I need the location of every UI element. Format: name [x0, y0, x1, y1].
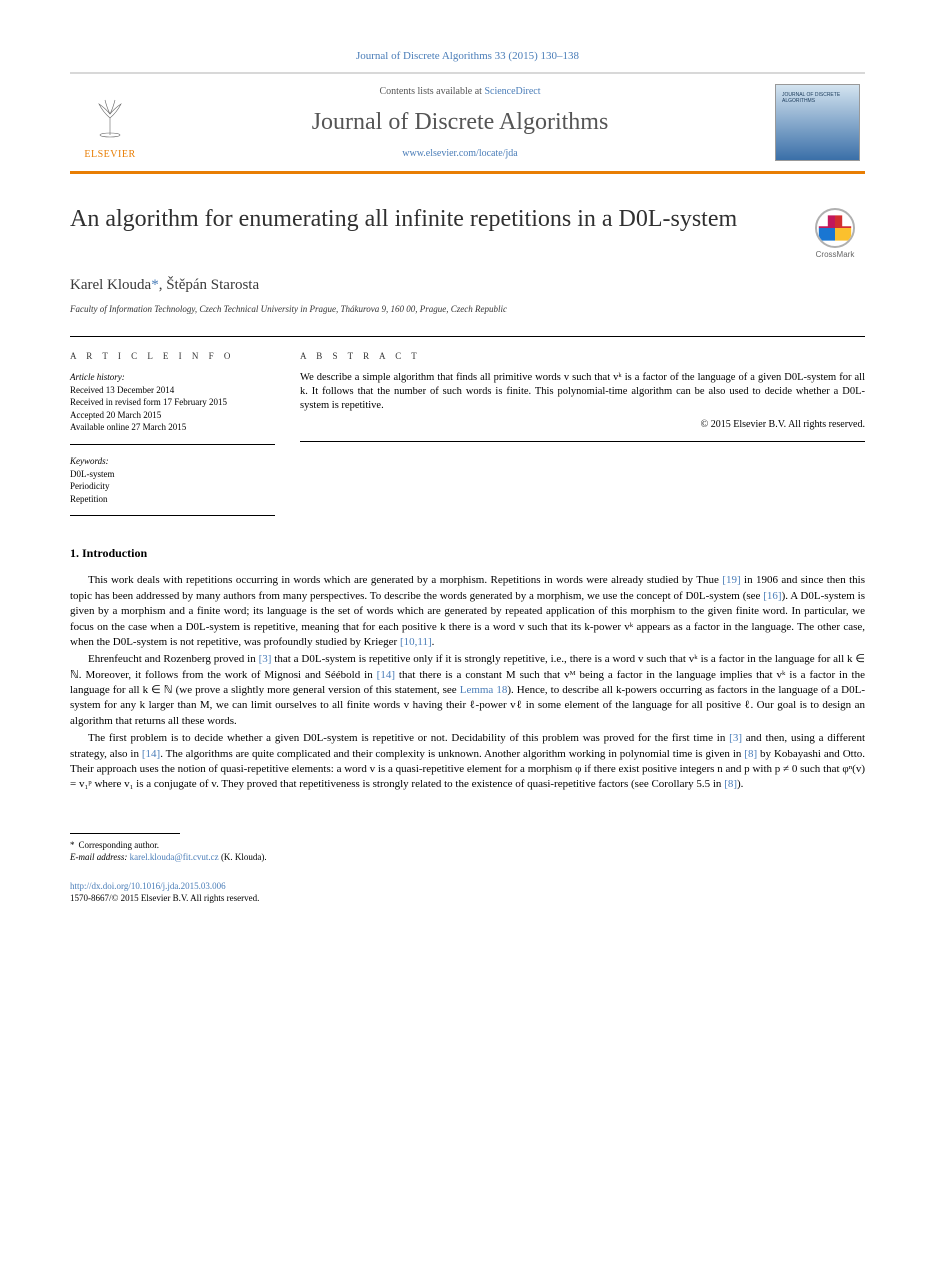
- intro-para-1: This work deals with repetitions occurri…: [70, 573, 865, 650]
- intro-para-2: Ehrenfeucht and Rozenberg proved in [3] …: [70, 652, 865, 729]
- doi-link[interactable]: http://dx.doi.org/10.1016/j.jda.2015.03.…: [70, 881, 226, 891]
- journal-title: Journal of Discrete Algorithms: [160, 109, 760, 136]
- ref-3b[interactable]: [3]: [729, 732, 742, 744]
- affiliation: Faculty of Information Technology, Czech…: [70, 304, 865, 314]
- ref-16[interactable]: [16]: [763, 590, 781, 602]
- issn-copyright: 1570-8667/© 2015 Elsevier B.V. All right…: [70, 893, 259, 903]
- authors: Karel Klouda*, Štěpán Starosta: [70, 277, 865, 294]
- abstract-column: A B S T R A C T We describe a simple alg…: [300, 351, 865, 516]
- lemma-18-link[interactable]: Lemma 18: [460, 684, 508, 696]
- crossmark-label: CrossMark: [805, 250, 865, 259]
- cover-label: JOURNAL OF DISCRETE ALGORITHMS: [782, 93, 859, 104]
- article-history: Article history: Received 13 December 20…: [70, 371, 275, 445]
- ref-8b[interactable]: [8]: [724, 778, 737, 790]
- ref-14b[interactable]: [14]: [142, 748, 160, 760]
- publisher-name: ELSEVIER: [84, 149, 135, 160]
- corresponding-mark: *: [151, 277, 159, 293]
- section-1-heading: 1. Introduction: [70, 546, 865, 561]
- article-info-column: A R T I C L E I N F O Article history: R…: [70, 351, 300, 516]
- ref-19[interactable]: [19]: [722, 574, 740, 586]
- intro-para-3: The first problem is to decide whether a…: [70, 731, 865, 793]
- ref-3a[interactable]: [3]: [259, 653, 272, 665]
- footnote-separator: [70, 833, 180, 834]
- crossmark-badge[interactable]: CrossMark: [805, 208, 865, 259]
- article-info-heading: A R T I C L E I N F O: [70, 351, 275, 361]
- ref-14a[interactable]: [14]: [377, 669, 395, 681]
- ref-10-11[interactable]: [10,11]: [400, 636, 432, 648]
- sciencedirect-link[interactable]: ScienceDirect: [484, 86, 540, 97]
- author-email[interactable]: karel.klouda@fit.cvut.cz: [130, 852, 219, 862]
- abstract-text: We describe a simple algorithm that find…: [300, 371, 865, 442]
- ref-8a[interactable]: [8]: [744, 748, 757, 760]
- abstract-copyright: © 2015 Elsevier B.V. All rights reserved…: [300, 418, 865, 432]
- abstract-heading: A B S T R A C T: [300, 351, 865, 361]
- journal-cover-thumb[interactable]: JOURNAL OF DISCRETE ALGORITHMS: [775, 84, 860, 161]
- keywords: Keywords: D0L-system Periodicity Repetit…: [70, 455, 275, 516]
- doi-block: http://dx.doi.org/10.1016/j.jda.2015.03.…: [70, 881, 865, 904]
- journal-header: ELSEVIER Contents lists available at Sci…: [70, 72, 865, 174]
- author-1[interactable]: Karel Klouda: [70, 277, 151, 293]
- elsevier-logo[interactable]: ELSEVIER: [70, 74, 150, 171]
- journal-url[interactable]: www.elsevier.com/locate/jda: [160, 148, 760, 159]
- contents-line: Contents lists available at ScienceDirec…: [160, 86, 760, 97]
- corresponding-footnote: *Corresponding author. E-mail address: k…: [70, 840, 865, 863]
- crossmark-icon: [815, 208, 855, 248]
- elsevier-tree-icon: [80, 85, 140, 145]
- top-citation: Journal of Discrete Algorithms 33 (2015)…: [70, 50, 865, 62]
- author-2[interactable]: Štěpán Starosta: [166, 277, 259, 293]
- article-title: An algorithm for enumerating all infinit…: [70, 204, 785, 234]
